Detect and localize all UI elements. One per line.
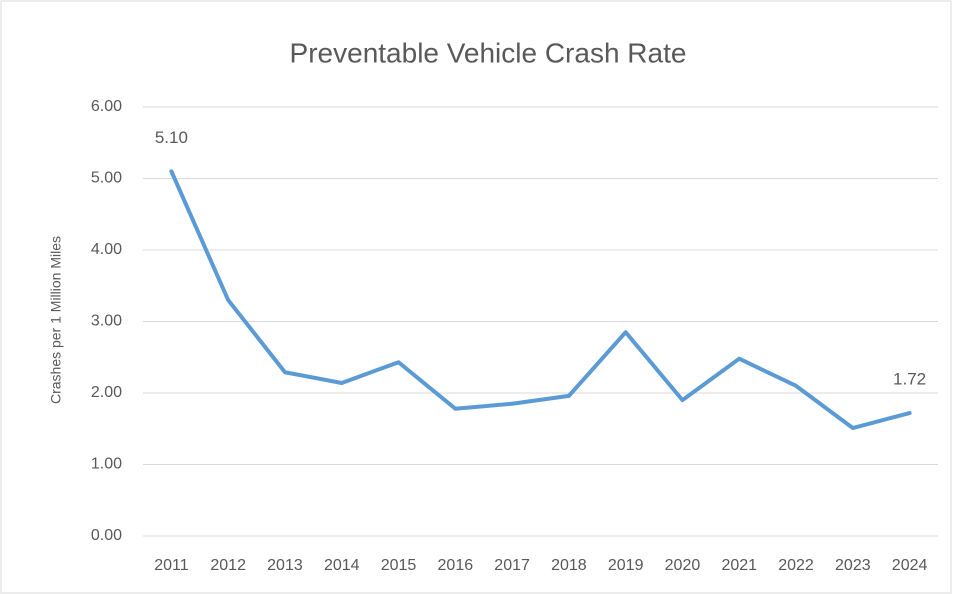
y-tick-label: 1.00 [91, 456, 122, 473]
x-tick-label: 2013 [267, 557, 303, 574]
y-tick-label: 4.00 [91, 241, 122, 258]
y-tick-label: 6.00 [91, 98, 122, 115]
y-tick-label: 3.00 [91, 313, 122, 330]
chart-title: Preventable Vehicle Crash Rate [290, 37, 687, 68]
x-tick-label: 2011 [154, 557, 189, 574]
x-tick-label: 2017 [494, 557, 530, 574]
y-tick-label: 0.00 [91, 527, 122, 544]
x-tick-label: 2020 [665, 557, 701, 574]
line-series [169, 169, 912, 431]
x-tick-label: 2016 [438, 557, 474, 574]
x-tick-label: 2024 [892, 557, 928, 574]
x-tick-label: 2022 [778, 557, 814, 574]
x-tick-label: 2018 [551, 557, 587, 574]
data-label: 1.72 [893, 370, 926, 389]
y-axis-label: Crashes per 1 Million Miles [48, 236, 64, 404]
x-tick-label: 2021 [721, 557, 757, 574]
x-tick-label: 2015 [381, 557, 417, 574]
x-tick-label: 2014 [324, 557, 360, 574]
x-tick-label: 2019 [608, 557, 644, 574]
y-tick-label: 5.00 [91, 170, 122, 187]
x-tick-label: 2012 [210, 557, 246, 574]
x-tick-label: 2023 [835, 557, 871, 574]
y-tick-label: 2.00 [91, 384, 122, 401]
data-label: 5.10 [155, 128, 188, 147]
